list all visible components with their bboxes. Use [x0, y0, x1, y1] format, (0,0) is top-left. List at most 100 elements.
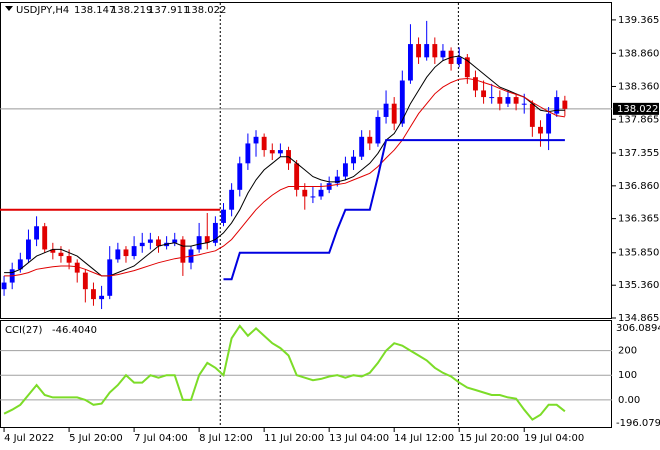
candle-body	[50, 249, 56, 253]
header-open: 138.147	[74, 5, 115, 16]
candle-body	[17, 259, 23, 270]
cci-min-label: -196.0798	[616, 418, 660, 429]
candle-body	[294, 163, 300, 190]
x-tick-label: 19 Jul 04:00	[524, 433, 584, 444]
candle-body	[473, 77, 478, 91]
candle-body	[180, 239, 186, 263]
current-price-box	[613, 102, 659, 115]
candle-body	[204, 236, 210, 243]
header-low: 137.911	[148, 5, 189, 16]
y-tick-label: 136.365	[618, 214, 659, 225]
candle-body	[481, 90, 487, 98]
candle-body	[342, 163, 348, 177]
candle-body	[277, 150, 283, 154]
candle-body	[513, 97, 519, 104]
candle-body	[1, 282, 7, 290]
y-tick-label: 138.360	[618, 81, 659, 92]
indicator-line	[223, 139, 565, 281]
candle-body	[538, 126, 543, 134]
candle-body	[391, 103, 397, 124]
y-tick-label: 135.360	[618, 280, 659, 291]
candle-body	[505, 97, 511, 104]
candle-body	[123, 249, 129, 257]
candle-body	[521, 103, 527, 105]
candle-body	[147, 239, 153, 243]
x-tick-label: 4 Jul 2022	[4, 433, 54, 444]
candle-body	[82, 272, 88, 290]
candle-body	[172, 239, 178, 243]
candle-body	[456, 57, 462, 64]
symbol: USDJPY,H4	[16, 5, 69, 16]
y-tick-label: 135.850	[618, 248, 659, 259]
candle-body	[302, 189, 308, 197]
candle-body	[497, 97, 503, 104]
candle-body	[26, 239, 31, 260]
candle-body	[156, 239, 161, 247]
candle-body	[34, 226, 40, 240]
x-tick-label: 15 Jul 20:00	[459, 433, 519, 444]
candle-body	[245, 143, 251, 164]
x-tick-label: 11 Jul 20:00	[264, 433, 324, 444]
cci-tick-label: 200	[618, 346, 637, 357]
y-tick-label: 139.365	[618, 15, 659, 26]
indicator-line	[4, 55, 565, 277]
menu-arrow[interactable]	[5, 6, 13, 11]
candle-body	[464, 57, 470, 78]
candle-body	[546, 113, 552, 134]
candle-body	[221, 209, 226, 223]
header-close: 138.022	[185, 5, 226, 16]
candle-body	[74, 262, 80, 273]
candle-body	[375, 116, 381, 144]
candle-body	[408, 44, 413, 81]
candle-body	[139, 242, 145, 247]
candle-body	[131, 246, 137, 257]
candle-body	[399, 80, 405, 124]
candle-body	[359, 136, 365, 157]
candle-body	[432, 44, 438, 58]
candle-body	[115, 249, 121, 260]
candle-body	[310, 196, 316, 198]
cci-panel	[0, 320, 612, 428]
y-tick-label: 138.860	[618, 48, 659, 59]
y-tick-label: 134.865	[618, 313, 659, 324]
price-panel	[0, 2, 612, 319]
current-price-label: 138.022	[617, 104, 658, 115]
header-high: 138.219	[111, 5, 152, 16]
y-tick-label: 136.860	[618, 181, 659, 192]
y-tick-label: 137.355	[618, 148, 659, 159]
y-tick-label: 137.865	[618, 114, 659, 125]
indicator-line	[4, 77, 565, 277]
candle-body	[334, 176, 340, 184]
candle-body	[99, 295, 105, 300]
x-tick-label: 8 Jul 12:00	[199, 433, 253, 444]
indicator-name: CCI(27)	[5, 325, 43, 336]
x-tick-label: 5 Jul 20:00	[69, 433, 123, 444]
candle-body	[351, 156, 356, 164]
candle-body	[91, 289, 96, 300]
candle-body	[66, 256, 72, 263]
candle-body	[440, 50, 446, 58]
x-tick-label: 14 Jul 12:00	[394, 433, 454, 444]
candle-body	[58, 252, 64, 257]
candle-body	[562, 100, 568, 109]
candle-body	[326, 183, 332, 190]
candle-body	[229, 189, 235, 210]
candle-body	[383, 103, 389, 117]
candle-body	[269, 150, 275, 154]
cci-line	[3, 324, 566, 421]
candle-body	[212, 222, 218, 243]
x-tick-label: 7 Jul 04:00	[134, 433, 188, 444]
candle-body	[416, 44, 422, 58]
candle-body	[42, 226, 48, 250]
cci-tick-label: 0.00	[618, 395, 640, 406]
candle-body	[489, 97, 495, 99]
candle-body	[529, 103, 535, 127]
candle-body	[237, 163, 243, 190]
candle-body	[554, 97, 560, 114]
candle-body	[367, 136, 373, 144]
candle-body	[424, 44, 430, 58]
cci-tick-label: 100	[618, 370, 637, 381]
candle-body	[107, 259, 113, 296]
candle-body	[253, 136, 259, 144]
